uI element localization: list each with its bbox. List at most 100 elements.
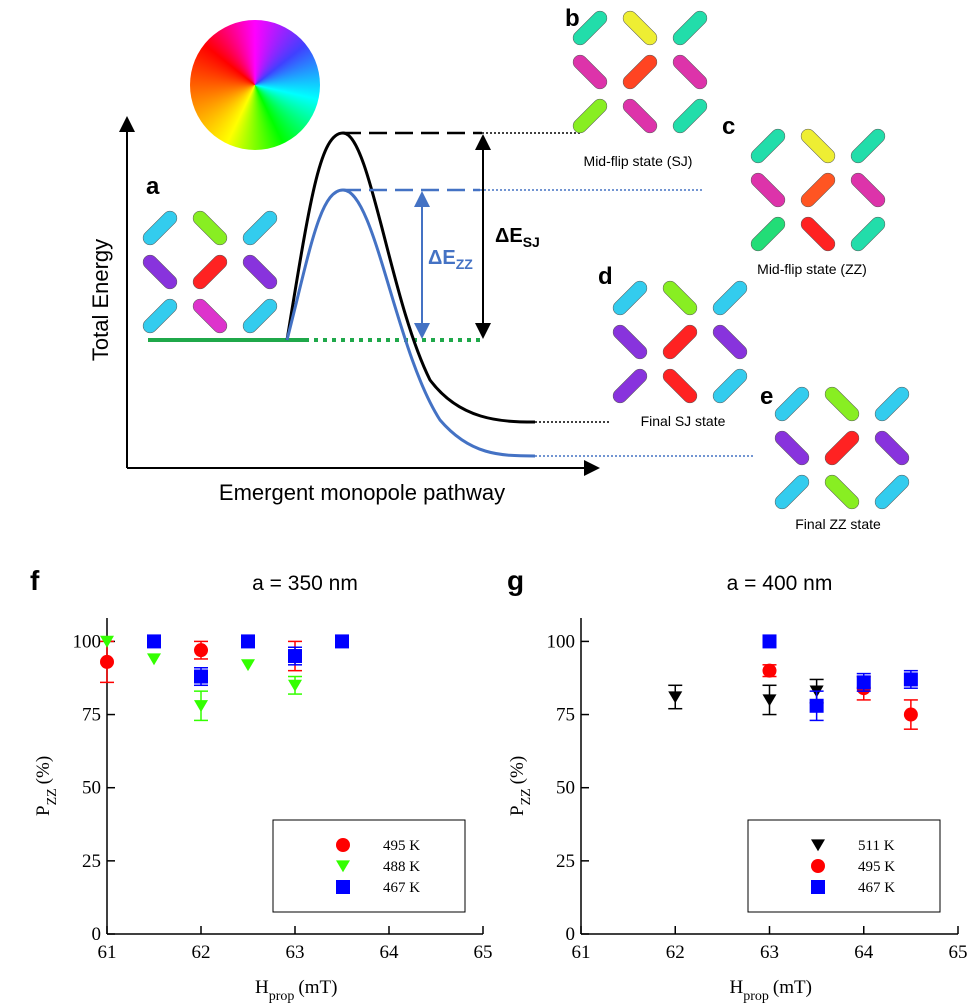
y-tick-label: 50 bbox=[82, 778, 101, 799]
island bbox=[712, 324, 748, 360]
chart-title: a = 350 nm bbox=[252, 572, 358, 595]
y-tick-label: 75 bbox=[556, 705, 575, 726]
island bbox=[824, 430, 860, 466]
marker bbox=[856, 675, 871, 690]
legend-label: 488 K bbox=[383, 859, 420, 875]
island bbox=[750, 172, 786, 208]
island bbox=[874, 474, 910, 510]
marker bbox=[288, 649, 302, 664]
label-part: (%) bbox=[507, 756, 528, 784]
x-tick-label: 64 bbox=[854, 942, 874, 963]
island-cluster bbox=[750, 128, 886, 252]
x-axis-label: Emergent monopole pathway bbox=[219, 480, 505, 505]
island bbox=[800, 128, 836, 164]
panel-label: b bbox=[565, 5, 580, 32]
panel-label: d bbox=[598, 263, 613, 290]
legend-marker bbox=[811, 880, 825, 894]
x-tick-label: 62 bbox=[192, 942, 211, 963]
y-axis-label: PZZ (%) bbox=[33, 756, 60, 816]
zz-curve bbox=[285, 188, 536, 458]
marker bbox=[288, 679, 302, 692]
legend-marker bbox=[336, 838, 350, 852]
legend-label: 495 K bbox=[858, 859, 895, 875]
island bbox=[874, 386, 910, 422]
sj-curve bbox=[285, 131, 536, 424]
marker bbox=[335, 634, 349, 649]
chart-title: a = 400 nm bbox=[727, 572, 833, 595]
x-tick-label: 65 bbox=[474, 942, 493, 963]
label-part: (mT) bbox=[298, 977, 337, 998]
island bbox=[242, 298, 278, 334]
caption: Mid-flip state (ZZ) bbox=[757, 261, 867, 277]
island bbox=[800, 216, 836, 252]
island bbox=[850, 216, 886, 252]
x-axis-label: Hprop (mT) bbox=[255, 977, 337, 1004]
label-part: ZZ bbox=[519, 788, 534, 805]
marker bbox=[147, 634, 161, 649]
island bbox=[672, 98, 708, 134]
island bbox=[242, 254, 278, 290]
island bbox=[192, 210, 228, 246]
island bbox=[622, 98, 658, 134]
marker bbox=[809, 698, 824, 713]
island bbox=[142, 298, 178, 334]
label-part: P bbox=[33, 805, 54, 816]
panel-label: e bbox=[760, 383, 773, 410]
island bbox=[662, 368, 698, 404]
legend-marker bbox=[811, 839, 825, 852]
marker bbox=[762, 663, 777, 678]
island-cluster bbox=[774, 386, 910, 510]
marker bbox=[100, 654, 114, 669]
legend-label: 467 K bbox=[858, 880, 895, 896]
island bbox=[712, 368, 748, 404]
x-tick-label: 61 bbox=[572, 942, 591, 963]
island bbox=[662, 280, 698, 316]
y-tick-label: 75 bbox=[82, 705, 101, 726]
caption: Mid-flip state (SJ) bbox=[584, 153, 693, 169]
island bbox=[192, 298, 228, 334]
label-part: (mT) bbox=[773, 977, 812, 998]
island bbox=[662, 324, 698, 360]
label-part: H bbox=[255, 977, 269, 998]
label-part: (%) bbox=[33, 756, 54, 784]
caption: Final ZZ state bbox=[795, 516, 881, 532]
y-tick-label: 25 bbox=[82, 851, 101, 872]
x-tick-label: 64 bbox=[380, 942, 400, 963]
label-part: H bbox=[730, 977, 744, 998]
legend-label: 467 K bbox=[383, 880, 420, 896]
marker bbox=[668, 691, 683, 704]
legend-marker bbox=[336, 880, 350, 894]
island bbox=[750, 216, 786, 252]
marker bbox=[100, 635, 114, 648]
island bbox=[612, 324, 648, 360]
island bbox=[622, 10, 658, 46]
x-tick-label: 61 bbox=[98, 942, 117, 963]
marker bbox=[903, 707, 918, 722]
legend-marker bbox=[336, 860, 350, 873]
island-cluster bbox=[612, 280, 748, 404]
label-part: P bbox=[507, 805, 528, 816]
marker bbox=[241, 659, 255, 672]
island bbox=[874, 430, 910, 466]
y-tick-label: 0 bbox=[92, 924, 102, 945]
island bbox=[612, 368, 648, 404]
marker bbox=[903, 672, 918, 687]
x-tick-label: 63 bbox=[286, 942, 305, 963]
y-tick-label: 25 bbox=[556, 851, 575, 872]
island bbox=[192, 254, 228, 290]
legend-marker bbox=[811, 859, 825, 873]
marker bbox=[147, 653, 161, 666]
marker bbox=[241, 634, 255, 649]
marker bbox=[194, 669, 208, 684]
island bbox=[142, 210, 178, 246]
x-tick-label: 65 bbox=[949, 942, 968, 963]
label-part: ZZ bbox=[45, 788, 60, 805]
y-tick-label: 50 bbox=[556, 778, 575, 799]
island bbox=[824, 386, 860, 422]
island bbox=[572, 98, 608, 134]
y-tick-label: 100 bbox=[73, 631, 102, 652]
island bbox=[572, 10, 608, 46]
island bbox=[774, 386, 810, 422]
island bbox=[800, 172, 836, 208]
